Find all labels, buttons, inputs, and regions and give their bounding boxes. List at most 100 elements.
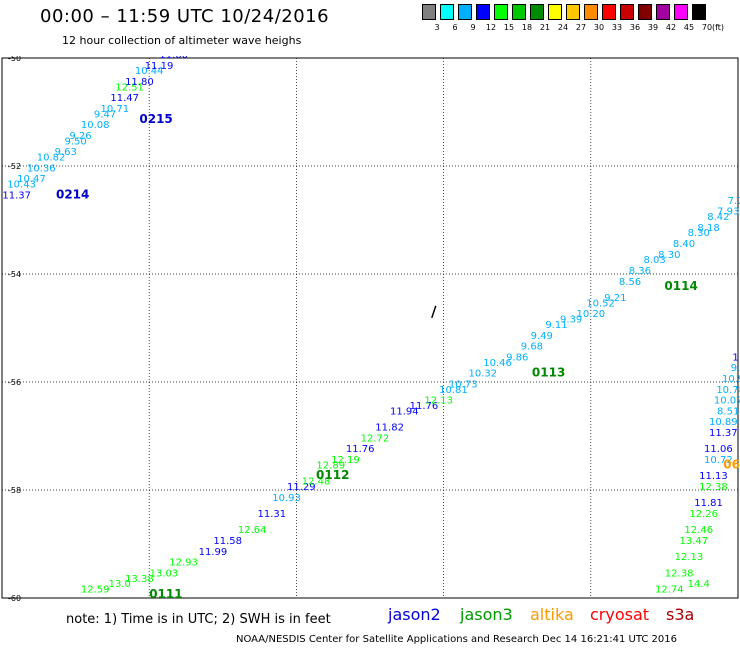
wave-height-label: 11.37: [709, 428, 738, 439]
wave-height-label: 10.82: [37, 153, 66, 164]
wave-height-label: 1: [732, 352, 738, 363]
wave-height-label: 13.38: [125, 574, 154, 585]
scale-label: 18: [521, 23, 533, 32]
wave-height-label: 9.26: [69, 131, 91, 142]
wave-height-label: 9.68: [521, 342, 543, 353]
wave-height-label: 12.74: [655, 585, 684, 596]
wave-height-label: 8.56: [619, 277, 641, 288]
wave-height-label: 11.82: [375, 423, 404, 434]
scale-label: 15: [503, 23, 515, 32]
wave-height-label: 10.20: [576, 309, 605, 320]
wave-height-label: 12.72: [361, 433, 390, 444]
legend-entry: cryosat: [590, 605, 650, 624]
wave-height-label: 11.19: [145, 61, 174, 72]
wave-height-label: 10.32: [469, 369, 498, 380]
scale-swatch: [548, 4, 562, 20]
wave-height-label: 11.31: [258, 509, 287, 520]
page-subtitle: 12 hour collection of altimeter wave hei…: [62, 34, 302, 47]
wave-height-label: 11.58: [213, 536, 242, 547]
scale-unit: (ft): [711, 23, 725, 32]
wave-height-label: 8.40: [673, 239, 695, 250]
wave-height-label: 10.44: [135, 66, 164, 77]
wave-height-label: 10.9: [722, 374, 740, 385]
wave-height-label: 12.38: [665, 568, 694, 579]
scale-label: 30: [593, 23, 605, 32]
wave-height-label: 11.60: [159, 56, 188, 61]
wave-height-label: 8.30: [658, 250, 680, 261]
pass-time-label: 0114: [664, 279, 697, 293]
wave-height-label: 9.39: [560, 315, 582, 326]
wave-height-label: 7.93: [717, 207, 739, 218]
wave-height-label: 7.7: [728, 196, 740, 207]
wave-height-label: 9.21: [604, 293, 626, 304]
wave-height-label: 8.42: [707, 212, 729, 223]
scale-swatch: [638, 4, 652, 20]
wave-height-label: 10.07: [714, 396, 740, 407]
wave-height-label: 11.76: [346, 444, 375, 455]
scale-swatch: [458, 4, 472, 20]
footer-note: note: 1) Time is in UTC; 2) SWH is in fe…: [66, 612, 331, 627]
wave-height-label: 11.81: [694, 498, 723, 509]
wave-height-label: 9.47: [94, 109, 116, 120]
scale-swatch: [440, 4, 454, 20]
wave-height-label: 9.50: [64, 136, 86, 147]
legend-entry: jason3: [460, 605, 513, 624]
scale-label: 12: [485, 23, 497, 32]
wave-height-label: 9.86: [506, 352, 528, 363]
wave-height-label: 10.93: [272, 493, 301, 504]
wave-height-label: 12.51: [115, 82, 144, 93]
scale-swatch: [476, 4, 490, 20]
wave-height-label: 11.76: [410, 401, 439, 412]
scale-label: 3: [434, 23, 440, 32]
wave-height-label: 12.64: [238, 525, 267, 536]
scale-swatch: [422, 4, 436, 20]
plot-frame: [1, 57, 739, 599]
wave-height-label: 11.06: [704, 444, 733, 455]
wave-height-label: 12.48: [302, 477, 331, 488]
y-tick-label: -52: [8, 162, 21, 171]
wave-height-label: 12.46: [684, 525, 713, 536]
scale-swatch: [494, 4, 508, 20]
scale-label: 45: [683, 23, 695, 32]
wave-height-label: 13.47: [680, 536, 709, 547]
location-marker: [431, 305, 437, 319]
page-title: 00:00 – 11:59 UTC 10/24/2016: [40, 6, 330, 27]
scale-label: 27: [575, 23, 587, 32]
wave-height-label: 10.46: [483, 358, 512, 369]
wave-height-label: 11.94: [390, 406, 419, 417]
scale-label: 39: [647, 23, 659, 32]
scale-label: 33: [611, 23, 623, 32]
y-tick-label: -54: [8, 270, 21, 279]
y-tick-label: -50: [8, 56, 21, 63]
y-tick-label: -60: [8, 594, 21, 602]
wave-height-label: 10.81: [439, 385, 468, 396]
scale-swatch: [620, 4, 634, 20]
wave-height-label: 10.08: [81, 120, 110, 131]
wave-height-label: 11.37: [2, 190, 31, 201]
scale-swatch: [692, 4, 706, 20]
wave-height-label: 12.13: [675, 552, 704, 563]
scale-label: 21: [539, 23, 551, 32]
scale-label: 9: [470, 23, 476, 32]
legend-entry: altika: [530, 605, 574, 624]
wave-height-label: 11.80: [125, 77, 154, 88]
wave-height-label: 8.30: [688, 228, 710, 239]
wave-height-label: 10.72: [704, 455, 733, 466]
wave-height-label: 12.13: [424, 396, 453, 407]
wave-height-label: 12.93: [169, 558, 198, 569]
scale-swatch: [566, 4, 580, 20]
scale-label: 6: [452, 23, 458, 32]
wave-height-label: 10.71: [101, 104, 130, 115]
wave-height-label: 10.47: [17, 174, 46, 185]
legend-entry: s3a: [666, 605, 695, 624]
wave-height-label: 10.89: [709, 417, 738, 428]
footer-credit: NOAA/NESDIS Center for Satellite Applica…: [236, 634, 678, 645]
pass-time-label: 0214: [56, 187, 89, 201]
scale-swatch: [512, 4, 526, 20]
wave-height-label: 11.47: [110, 93, 139, 104]
y-tick-label: -58: [8, 486, 21, 495]
wave-height-label: 8.03: [643, 255, 665, 266]
wave-height-label: 12.59: [81, 585, 110, 596]
wave-height-label: 11.29: [287, 482, 316, 493]
wave-height-label: 9.49: [531, 331, 553, 342]
